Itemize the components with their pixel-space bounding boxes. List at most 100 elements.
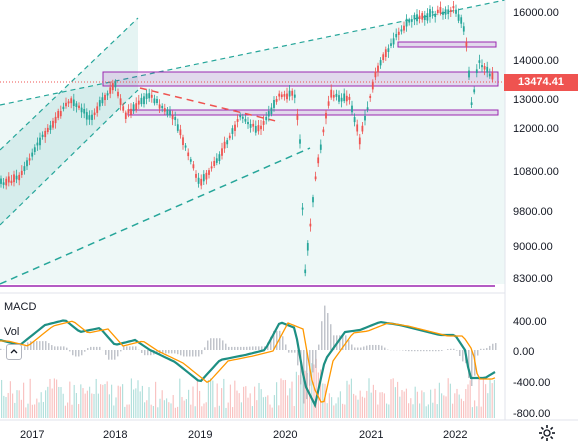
candle-body [50,125,52,130]
volume-bar [25,407,26,418]
histogram-bar [492,344,494,350]
histogram-bar [486,348,488,350]
macd-axis[interactable]: 400.00 0.00 -400.00 -800.00 [513,316,550,420]
histogram-bar [429,350,431,351]
volume-bar [113,405,114,418]
volume-bar [252,406,253,418]
volume-bar [188,390,189,418]
candle-body [380,60,382,65]
candle-body [359,138,361,145]
volume-bar [283,380,284,418]
volume-bar [366,391,367,418]
histogram-bar [96,347,98,350]
collapse-chevron-icon[interactable] [6,344,22,360]
candle-body [486,67,488,73]
histogram-bar [129,346,131,350]
volume-bar [225,408,226,418]
volume-bar [417,392,418,418]
histogram-bar [189,350,191,356]
volume-bar [481,407,482,418]
macd-label[interactable]: MACD [4,301,36,313]
candle-body [343,94,345,102]
volume-bar [263,397,264,418]
histogram-bar [351,344,353,350]
settings-gear-icon[interactable] [538,424,556,442]
candle-body [96,106,98,113]
volume-bar [472,407,473,418]
candle-body [429,9,431,17]
candle-body [393,38,395,44]
histogram-bar [183,350,185,356]
time-tick: 2020 [273,429,297,441]
price-axis[interactable]: 16000.00 14000.00 13000.00 12000.00 1080… [513,7,559,285]
volume-bar [485,384,486,418]
candle-body [143,96,145,104]
volume-bar [230,385,231,418]
volume-bar [41,392,42,418]
candle-body [133,104,135,111]
volume-bar [404,392,405,418]
candle-body [200,179,202,186]
volume-bar [107,381,108,418]
last-price-badge: 13474.41 [504,74,578,91]
candle-body [247,122,249,124]
candle-body [481,65,483,67]
histogram-bar [237,347,239,350]
histogram-bar [435,350,437,351]
candle-body [489,74,491,77]
candle-body [239,115,241,117]
candle-body [336,94,338,97]
volume-bar [80,384,81,418]
candle-body [11,181,13,183]
volume-bar [280,378,281,418]
histogram-bar [54,346,56,350]
candle-body [312,197,314,202]
candle-body [245,119,247,122]
volume-bar [118,386,119,418]
volume-bar [258,383,259,418]
candle-body [130,109,132,115]
candle-body [39,138,41,146]
histogram-bar [282,336,284,350]
candle-body [302,208,304,210]
volume-bar [122,384,123,418]
volume-label[interactable]: Vol [4,326,19,338]
histogram-bar [51,345,53,350]
candle-body [177,124,179,131]
candle-body [221,148,223,155]
histogram-bar [483,349,485,350]
candle-body [414,15,416,20]
histogram-bar [201,350,203,354]
candle-body [112,83,114,90]
volume-bar [487,393,488,418]
volume-bar [382,392,383,418]
candle-body [323,129,325,132]
time-axis[interactable]: 2017 2018 2019 2020 2021 2022 [20,429,467,441]
candle-body [29,158,31,160]
volume-bar [269,405,270,418]
candle-body [479,60,481,63]
volume-bar [12,394,13,418]
volume-bar [38,402,39,418]
volume-bar [243,387,244,418]
volume-bar [294,406,295,418]
volume-bar [5,397,6,418]
volume-bar [14,403,15,418]
histogram-bar [381,346,383,350]
candle-body [16,176,18,180]
candle-body [76,103,78,107]
histogram-bar [420,350,422,351]
resistance-zone-main [103,72,498,86]
histogram-bar [69,350,71,351]
volume-bar [78,404,79,418]
volume-bar [137,380,138,418]
candle-body [89,115,91,119]
volume-bar [375,390,376,418]
volume-bar [168,402,169,418]
histogram-bar [105,350,107,355]
volume-bar [443,395,444,418]
histogram-bar [249,347,251,350]
histogram-bar [219,338,221,350]
histogram-bar [144,350,146,355]
